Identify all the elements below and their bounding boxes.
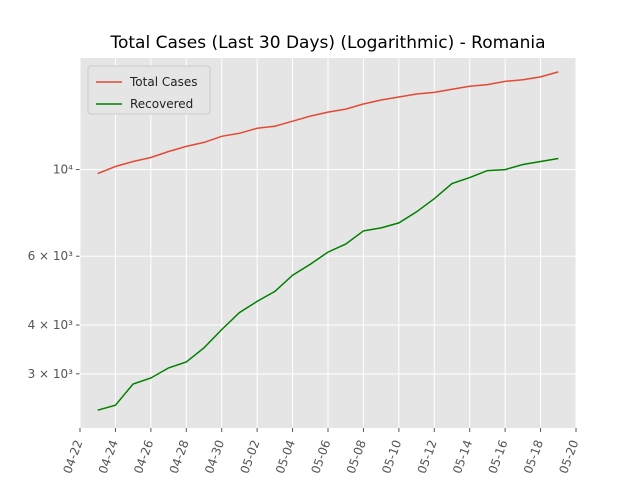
y-tick-label: 6 × 10³ bbox=[28, 249, 74, 263]
x-tick-label: 05-16 bbox=[486, 438, 511, 476]
x-tick-label: 04-24 bbox=[96, 438, 121, 476]
x-tick-label: 05-20 bbox=[556, 438, 581, 476]
y-tick-label: 3 × 10³ bbox=[28, 367, 74, 381]
legend-box bbox=[87, 65, 211, 115]
x-tick-label: 04-22 bbox=[60, 438, 85, 476]
x-tick-label: 04-28 bbox=[167, 438, 192, 476]
y-tick-label: 4 × 10³ bbox=[28, 318, 74, 332]
x-tick-label: 04-30 bbox=[202, 438, 227, 476]
chart-title: Total Cases (Last 30 Days) (Logarithmic)… bbox=[109, 33, 545, 53]
x-tick-label: 05-04 bbox=[273, 438, 298, 476]
legend-label: Total Cases bbox=[129, 75, 197, 89]
x-tick-label: 05-14 bbox=[450, 438, 475, 476]
y-tick-label: 10⁴ bbox=[53, 163, 73, 177]
x-tick-label: 05-10 bbox=[379, 438, 404, 476]
legend-label: Recovered bbox=[130, 97, 193, 111]
x-tick-label: 05-18 bbox=[521, 438, 546, 476]
line-series bbox=[97, 71, 559, 175]
x-tick-label: 05-08 bbox=[344, 438, 369, 476]
x-tick-label: 05-12 bbox=[415, 438, 440, 476]
x-tick-label: 05-02 bbox=[238, 438, 263, 476]
x-tick-label: 04-26 bbox=[131, 438, 156, 476]
line-series bbox=[97, 157, 559, 411]
x-tick-label: 05-06 bbox=[308, 438, 333, 476]
